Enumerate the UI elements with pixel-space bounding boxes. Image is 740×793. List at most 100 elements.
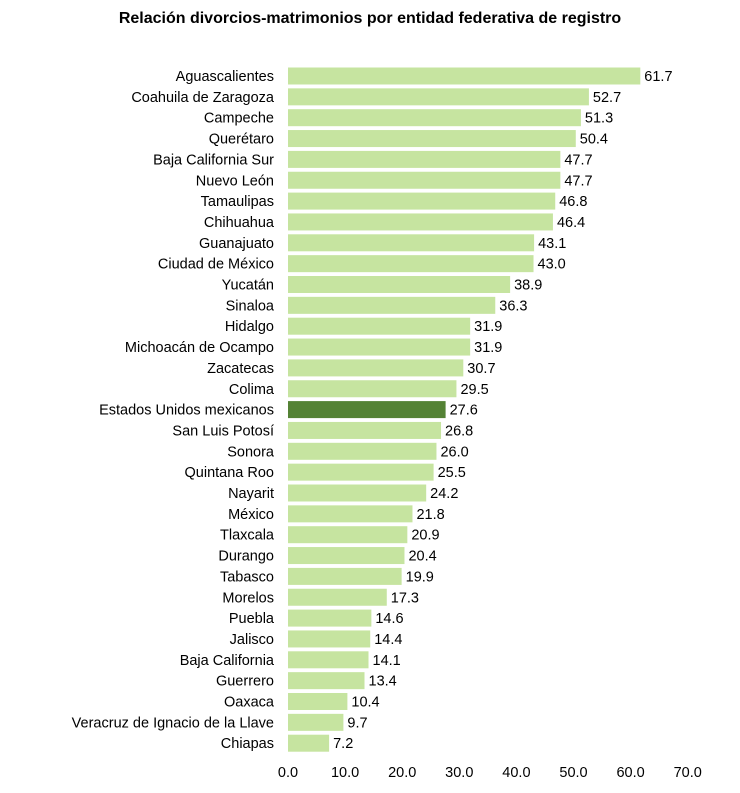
- x-tick-label: 60.0: [616, 765, 644, 781]
- category-label: Estados Unidos mexicanos: [99, 403, 274, 419]
- value-label: 14.4: [374, 632, 402, 648]
- bar-michoacan-de-ocampo: [288, 338, 471, 356]
- bar-baja-california-sur: [288, 150, 561, 168]
- bar-morelos: [288, 588, 387, 606]
- bar-san-luis-potosi: [288, 421, 442, 439]
- value-label: 29.5: [460, 382, 488, 398]
- category-label: Sinaloa: [226, 298, 275, 314]
- value-label: 24.2: [430, 486, 458, 502]
- x-tick-label: 0.0: [278, 765, 298, 781]
- value-label: 43.1: [538, 236, 566, 252]
- bar-chihuahua: [288, 213, 553, 231]
- category-label: Aguascalientes: [176, 69, 274, 85]
- bar-chiapas: [288, 734, 330, 752]
- x-tick-label: 10.0: [331, 765, 359, 781]
- bar-guerrero: [288, 672, 365, 690]
- category-label: Colima: [229, 382, 275, 398]
- category-label: Durango: [218, 549, 274, 565]
- category-label: Querétaro: [209, 132, 274, 148]
- category-label: Hidalgo: [225, 319, 274, 335]
- value-label: 13.4: [369, 674, 397, 690]
- bars-group: [288, 67, 641, 752]
- value-label: 26.0: [440, 444, 468, 460]
- category-label: Quintana Roo: [185, 465, 274, 481]
- value-label: 30.7: [467, 361, 495, 377]
- category-label: Michoacán de Ocampo: [125, 340, 274, 356]
- value-label: 19.9: [406, 569, 434, 585]
- x-tick-label: 20.0: [388, 765, 416, 781]
- category-label: Zacatecas: [207, 361, 274, 377]
- category-label: Sonora: [227, 444, 275, 460]
- chart-title: Relación divorcios-matrimonios por entid…: [118, 10, 622, 27]
- bar-aguascalientes: [288, 67, 641, 85]
- bar-jalisco: [288, 630, 371, 648]
- category-label: Chihuahua: [204, 215, 275, 231]
- bar-coahuila-de-zaragoza: [288, 88, 589, 106]
- value-label: 14.6: [375, 611, 403, 627]
- category-label: Puebla: [229, 611, 275, 627]
- bar-mexico: [288, 505, 413, 523]
- x-tick-label: 50.0: [559, 765, 587, 781]
- bar-nayarit: [288, 484, 427, 502]
- bar-hidalgo: [288, 317, 471, 335]
- bar-tlaxcala: [288, 526, 408, 544]
- category-label: Nuevo León: [196, 173, 274, 189]
- category-label: Coahuila de Zaragoza: [131, 90, 275, 106]
- bar-durango: [288, 547, 405, 565]
- category-label: Campeche: [204, 111, 274, 127]
- value-label: 38.9: [514, 278, 542, 294]
- bar-puebla: [288, 609, 372, 627]
- bar-campeche: [288, 109, 581, 127]
- value-label: 14.1: [373, 653, 401, 669]
- bar-queretaro: [288, 130, 576, 148]
- bar-baja-california: [288, 651, 369, 669]
- category-label: México: [228, 507, 274, 523]
- bar-colima: [288, 380, 457, 398]
- value-label: 36.3: [499, 298, 527, 314]
- bar-ciudad-de-mexico: [288, 255, 534, 273]
- value-label: 51.3: [585, 111, 613, 127]
- category-label: Tabasco: [220, 569, 274, 585]
- bar-quintana-roo: [288, 463, 434, 481]
- value-labels-group: 61.7 52.7 51.3 50.4 47.7 47.7 46.8 46.4 43.1 43.0…: [333, 69, 672, 752]
- bar-sonora: [288, 442, 437, 460]
- category-label: Morelos: [222, 590, 274, 606]
- value-label: 9.7: [347, 715, 367, 731]
- value-label: 25.5: [438, 465, 466, 481]
- value-label: 17.3: [391, 590, 419, 606]
- value-label: 26.8: [445, 423, 473, 439]
- x-tick-label: 30.0: [445, 765, 473, 781]
- value-label: 46.8: [559, 194, 587, 210]
- bar-veracruz-de-ignacio-de-la-llave: [288, 713, 344, 731]
- x-tick-label: 40.0: [502, 765, 530, 781]
- value-label: 31.9: [474, 340, 502, 356]
- category-labels-group: Aguascalientes Coahuila de Zaragoza Campec…: [72, 69, 275, 752]
- value-label: 47.7: [564, 152, 592, 168]
- value-label: 21.8: [416, 507, 444, 523]
- bar-estados-unidos-mexicanos: [288, 401, 446, 419]
- x-tick-label: 70.0: [674, 765, 702, 781]
- category-label: Nayarit: [228, 486, 274, 502]
- value-label: 52.7: [593, 90, 621, 106]
- category-label: San Luis Potosí: [172, 423, 274, 439]
- category-label: Guanajuato: [199, 236, 274, 252]
- value-label: 47.7: [564, 173, 592, 189]
- category-label: Yucatán: [222, 278, 274, 294]
- value-label: 46.4: [557, 215, 585, 231]
- bar-sinaloa: [288, 296, 496, 314]
- value-label: 31.9: [474, 319, 502, 335]
- value-label: 61.7: [644, 69, 672, 85]
- category-label: Chiapas: [221, 736, 274, 752]
- category-label: Veracruz de Ignacio de la Llave: [72, 715, 274, 731]
- x-axis-ticks-group: 0.0 10.0 20.0 30.0 40.0 50.0 60.0 70.0: [278, 765, 702, 781]
- bar-yucatan: [288, 276, 511, 293]
- category-label: Ciudad de México: [158, 257, 274, 273]
- category-label: Tlaxcala: [220, 528, 275, 544]
- category-label: Baja California Sur: [153, 152, 274, 168]
- bar-oaxaca: [288, 693, 348, 710]
- value-label: 50.4: [580, 132, 608, 148]
- bar-guanajuato: [288, 234, 535, 252]
- category-label: Baja California: [180, 653, 275, 669]
- category-label: Jalisco: [230, 632, 274, 648]
